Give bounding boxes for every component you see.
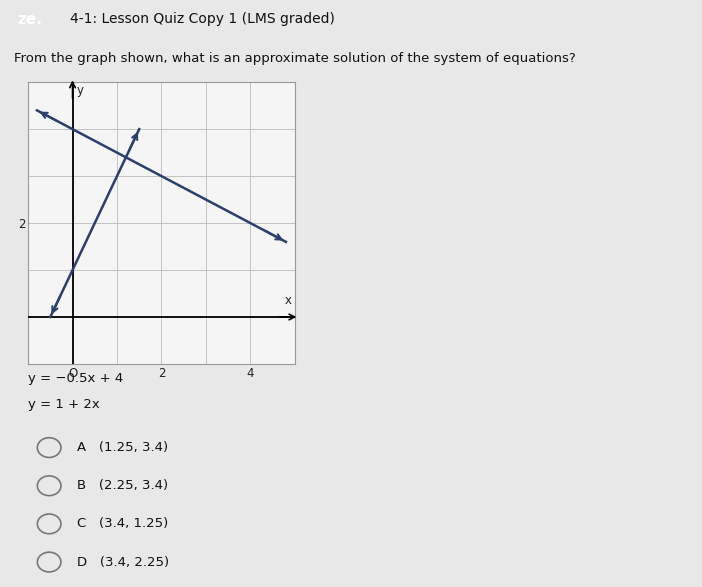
Text: ze.: ze. [18, 12, 42, 26]
Text: B   (2.25, 3.4): B (2.25, 3.4) [77, 479, 168, 492]
Text: A   (1.25, 3.4): A (1.25, 3.4) [77, 441, 168, 454]
Text: y = 1 + 2x: y = 1 + 2x [28, 398, 100, 411]
Text: y = −0.5x + 4: y = −0.5x + 4 [28, 372, 124, 385]
Text: x: x [285, 294, 291, 307]
Text: y: y [77, 84, 84, 97]
Text: C   (3.4, 1.25): C (3.4, 1.25) [77, 517, 168, 531]
Text: From the graph shown, what is an approximate solution of the system of equations: From the graph shown, what is an approxi… [14, 52, 576, 65]
Text: 4-1: Lesson Quiz Copy 1 (LMS graded): 4-1: Lesson Quiz Copy 1 (LMS graded) [69, 12, 334, 26]
Text: D   (3.4, 2.25): D (3.4, 2.25) [77, 555, 169, 569]
